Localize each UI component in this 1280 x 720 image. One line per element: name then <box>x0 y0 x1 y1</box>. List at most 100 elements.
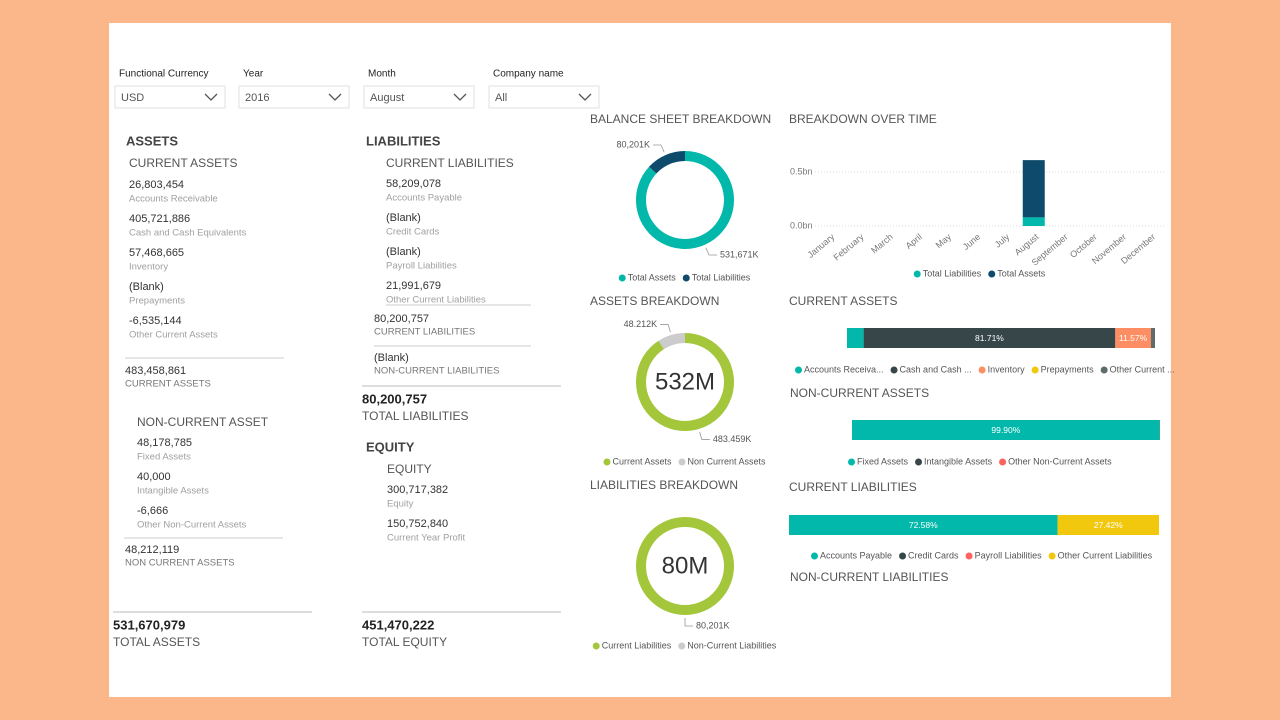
legend-label: Total Liabilities <box>692 272 751 282</box>
data-label: 80,201K <box>616 139 650 149</box>
subsection-title: EQUITY <box>387 462 432 476</box>
chart-title: LIABILITIES BREAKDOWN <box>590 478 738 492</box>
item-label: Cash and Cash Equivalents <box>129 228 246 239</box>
legend-label: Non-Current Liabilities <box>687 640 777 650</box>
legend-label: Payroll Liabilities <box>975 550 1043 560</box>
dropdown-value: 2016 <box>245 92 269 104</box>
item-value: 48,178,785 <box>137 437 192 449</box>
item-label: Intangible Assets <box>137 486 209 497</box>
legend-marker <box>915 458 923 466</box>
bar-segment <box>863 328 1116 348</box>
bar-segment <box>789 515 1058 535</box>
subsection-title: NON-CURRENT ASSET <box>137 415 269 429</box>
legend-label: Non Current Assets <box>687 456 766 466</box>
y-tick-label: 0.0bn <box>790 220 813 230</box>
legend-label: Total Assets <box>628 272 677 282</box>
item-label: Payroll Liabilities <box>386 261 457 272</box>
item-value: 57,468,665 <box>129 247 184 259</box>
legend-marker <box>603 458 611 466</box>
chart-title: NON-CURRENT LIABILITIES <box>790 570 948 584</box>
dropdown[interactable] <box>238 85 350 109</box>
item-value: 21,991,679 <box>386 280 441 292</box>
item-label: Accounts Payable <box>386 193 462 204</box>
item-value: 26,803,454 <box>129 179 184 191</box>
item-label: Other Non-Current Assets <box>137 520 247 531</box>
legend-label: Total Liabilities <box>923 268 982 278</box>
item-label: Other Current Liabilities <box>386 295 486 306</box>
chevron <box>453 93 467 101</box>
item-label: Accounts Receivable <box>129 194 218 205</box>
section-title: LIABILITIES <box>366 133 441 148</box>
filter-label: Month <box>368 69 396 80</box>
chart-title: NON-CURRENT ASSETS <box>790 386 929 400</box>
bar <box>1022 160 1045 218</box>
legend-marker <box>1048 552 1056 560</box>
section-title: ASSETS <box>126 133 178 148</box>
legend-marker <box>811 552 818 560</box>
chart-title: CURRENT LIABILITIES <box>789 480 917 494</box>
chevron <box>328 93 342 101</box>
leader-line <box>705 247 718 256</box>
total-value: 531,670,979 <box>113 617 185 632</box>
legend-label: Accounts Payable <box>820 550 892 560</box>
legend-label: Current Assets <box>612 456 672 466</box>
item-value: (Blank) <box>386 246 421 258</box>
total-label: TOTAL ASSETS <box>113 635 200 649</box>
item-label: Credit Cards <box>386 227 440 238</box>
item-label: Prepayments <box>129 296 185 307</box>
legend-label: Inventory <box>988 364 1026 374</box>
center-label: 532M <box>655 368 715 395</box>
donut-segment <box>649 151 686 174</box>
chevron <box>578 93 592 101</box>
item-value: (Blank) <box>386 212 421 224</box>
legend-marker <box>965 552 973 560</box>
chart-title: ASSETS BREAKDOWN <box>590 294 719 308</box>
subtotal-value: 48,212,119 <box>125 544 179 556</box>
data-label: 531,671K <box>720 249 759 259</box>
data-label: 81.71% <box>975 333 1004 343</box>
donut-segment <box>636 333 734 431</box>
dropdown[interactable] <box>488 85 600 109</box>
item-value: 300,717,382 <box>387 484 448 496</box>
item-label: Fixed Assets <box>137 452 191 463</box>
chart-title: BREAKDOWN OVER TIME <box>789 112 937 126</box>
legend-marker <box>899 552 907 560</box>
data-label: 80,201K <box>696 620 730 630</box>
legend-marker <box>978 366 986 374</box>
total-label: TOTAL EQUITY <box>362 635 447 649</box>
bar-segment <box>1057 515 1159 535</box>
data-label: 48.212K <box>624 319 658 329</box>
subtotal-value: 80,200,757 <box>374 313 429 325</box>
bar-segment <box>1115 328 1151 348</box>
subsection-title: CURRENT LIABILITIES <box>386 156 514 170</box>
item-label: Current Year Profit <box>387 533 466 544</box>
bar-segment <box>852 420 1160 440</box>
filter-label: Company name <box>493 69 564 80</box>
item-value: 40,000 <box>137 471 171 483</box>
leader-line <box>699 431 710 440</box>
donut-segment <box>636 517 734 615</box>
leader-line <box>684 618 693 627</box>
center-label: 80M <box>662 552 709 579</box>
subsection-title: CURRENT ASSETS <box>129 156 237 170</box>
item-value: -6,666 <box>137 505 168 517</box>
chart-title: BALANCE SHEET BREAKDOWN <box>590 112 771 126</box>
item-value: 405,721,886 <box>129 213 190 225</box>
data-label: 483.459K <box>713 434 752 444</box>
donut-segment <box>636 151 734 249</box>
section-title: EQUITY <box>366 439 415 454</box>
y-tick-label: 0.5bn <box>790 166 813 176</box>
donut-segment <box>658 333 686 350</box>
total-label: TOTAL LIABILITIES <box>362 409 468 423</box>
dropdown[interactable] <box>363 85 475 109</box>
legend-label: Accounts Receiva... <box>804 364 884 374</box>
legend-label: Other Current Liabilities <box>1058 550 1153 560</box>
legend-label: Other Current ... <box>1110 364 1175 374</box>
subtotal-label: CURRENT LIABILITIES <box>374 327 475 338</box>
filter-label: Year <box>243 69 264 80</box>
dropdown[interactable] <box>114 85 226 109</box>
item-value: 150,752,840 <box>387 518 448 530</box>
total-value: 80,200,757 <box>362 391 427 406</box>
legend-marker <box>999 458 1007 466</box>
